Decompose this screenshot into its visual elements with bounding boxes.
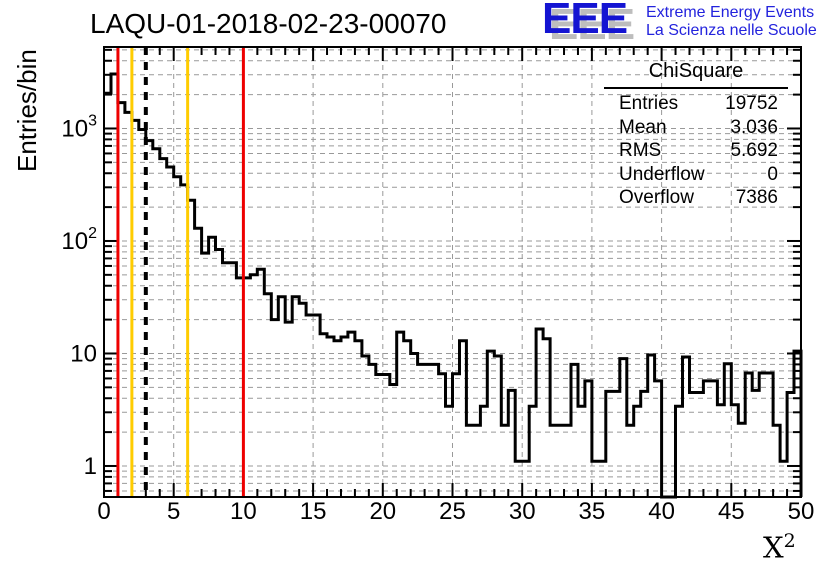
stats-label: Underflow (619, 163, 705, 185)
stats-row-overflow: Overflow 7386 (604, 186, 788, 210)
x-tick-label: 45 (718, 498, 745, 525)
histogram-line (104, 72, 803, 499)
eee-logo-acronym: EEE (542, 0, 628, 43)
stats-label: Overflow (619, 187, 694, 208)
stats-value: 3.036 (730, 116, 778, 138)
x-axis-title: X2 (763, 530, 796, 565)
eee-logo-line2: La Scienza nelle Scuole (646, 22, 817, 39)
eee-logo: EEE Extreme Energy Events La Scienza nel… (542, 0, 836, 48)
x-tick-label: 30 (509, 498, 536, 525)
x-tick-label: 40 (648, 498, 675, 525)
plot-title: LAQU-01-2018-02-23-00070 (90, 8, 447, 39)
stats-title: ChiSquare (604, 60, 788, 89)
stats-row-underflow: Underflow 0 (604, 163, 788, 187)
x-tick-label: 10 (230, 498, 257, 525)
stats-value: 19752 (725, 93, 778, 114)
stats-label: Mean (619, 116, 667, 138)
stats-rows: Entries 19752 Mean 3.036 RMS 5.692 Under… (604, 89, 788, 210)
x-tick-label: 0 (97, 498, 110, 525)
stats-row-entries: Entries 19752 (604, 92, 788, 116)
y-axis-title: Entries/bin (12, 49, 42, 172)
x-tick-label: 25 (439, 498, 466, 525)
plot-frame (103, 46, 802, 498)
x-axis-title-exponent: 2 (783, 530, 796, 552)
y-tick-label: 1 (84, 453, 97, 480)
stats-value: 0 (767, 163, 778, 185)
eee-logo-line1: Extreme Energy Events (646, 4, 815, 21)
x-axis-title-base: X (763, 530, 784, 565)
x-tick-label: 15 (300, 498, 327, 525)
stats-row-rms: RMS 5.692 (604, 139, 788, 163)
x-tick-label: 35 (579, 498, 606, 525)
x-tick-label: 20 (369, 498, 396, 525)
y-tick-label: 10 (70, 340, 97, 367)
stats-label: RMS (619, 140, 662, 161)
x-tick-label: 5 (167, 498, 180, 525)
x-tick-label: 50 (788, 498, 815, 525)
eee-logo-text: Extreme Energy Events La Scienza nelle S… (646, 4, 817, 40)
stats-row-mean: Mean 3.036 (604, 116, 788, 140)
stats-value: 5.692 (730, 140, 778, 161)
stats-value: 7386 (735, 187, 778, 208)
y-tick-label: 103 (61, 112, 97, 142)
stats-label: Entries (619, 93, 679, 114)
y-tick-label: 102 (61, 225, 97, 255)
stats-box: ChiSquare Entries 19752 Mean 3.036 RMS 5… (604, 60, 788, 210)
